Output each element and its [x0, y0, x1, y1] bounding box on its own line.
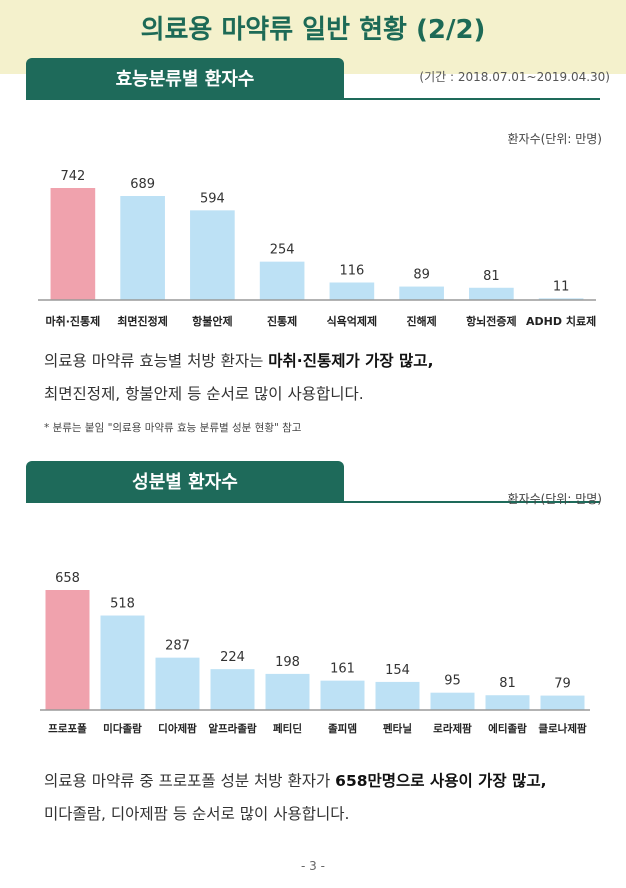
period-label: (기간 : 2018.07.01~2019.04.30)	[419, 70, 610, 84]
summary-line-2: 최면진정제, 항불안제 등 순서로 많이 사용합니다.	[44, 385, 364, 403]
unit-label: 환자수(단위: 만명)	[507, 132, 602, 146]
data-label: 161	[330, 662, 355, 677]
bar	[155, 657, 200, 710]
chart-efficacy: 742 마취·진통제 689 최면진정제 594 항불안제 254 진통제 116 식욕억제제 89…	[38, 169, 596, 328]
chart-ingredient: 658 프로포폴 518 미다졸람 287 디아제팜 224 알프라졸람 198 페티딘 161 졸피…	[40, 571, 590, 735]
summary-bold: 658만명으로 사용이 가장 많고,	[335, 772, 547, 790]
section-divider	[26, 98, 600, 100]
summary-line-2: 미다졸람, 디아제팜 등 순서로 많이 사용합니다.	[44, 805, 350, 823]
bar	[399, 286, 444, 300]
data-label: 518	[110, 597, 135, 612]
data-label: 254	[270, 243, 295, 258]
summary-efficacy: 의료용 마약류 효능별 처방 환자는 마취·진통제가 가장 많고, 최면진정제,…	[44, 345, 433, 411]
category-label: 펜타닐	[383, 722, 412, 735]
footnote: * 분류는 붙임 "의료용 마약류 효능 분류별 성분 현황" 참고	[44, 422, 302, 434]
bar	[210, 669, 255, 710]
unit-label: 환자수(단위: 만명)	[507, 492, 602, 506]
data-label: 81	[499, 676, 516, 691]
category-label: 로라제팜	[433, 722, 472, 735]
category-label: 항불안제	[192, 314, 232, 328]
data-label: 224	[220, 650, 245, 665]
summary-ingredient: 의료용 마약류 중 프로포폴 성분 처방 환자가 658만명으로 사용이 가장 …	[44, 765, 546, 831]
bar	[329, 282, 375, 300]
data-label: 11	[553, 279, 570, 294]
category-label: 마취·진통제	[45, 314, 100, 328]
bar	[485, 695, 530, 710]
data-label: 742	[60, 169, 85, 184]
data-label: 658	[55, 571, 80, 586]
data-label: 89	[413, 268, 430, 283]
category-label: 졸피뎀	[328, 722, 357, 735]
summary-line-1: 의료용 마약류 중 프로포폴 성분 처방 환자가 658만명으로 사용이 가장 …	[44, 765, 546, 798]
bar	[430, 692, 475, 710]
summary-bold: 마취·진통제가 가장 많고,	[268, 352, 434, 370]
category-label: 프로포폴	[48, 723, 87, 735]
summary-plain: 의료용 마약류 중 프로포폴 성분 처방 환자가	[44, 772, 336, 790]
data-label: 95	[444, 674, 461, 689]
bar	[120, 196, 165, 300]
category-label: 식욕억제제	[327, 314, 378, 328]
category-label: ADHD 치료제	[526, 314, 596, 328]
data-label: 287	[165, 639, 190, 654]
data-label: 116	[339, 263, 364, 278]
section-tab-label: 성분별 환자수	[132, 472, 238, 493]
category-label: 디아제팜	[158, 722, 197, 735]
bar	[190, 210, 235, 300]
bar	[540, 695, 585, 710]
data-label: 198	[275, 655, 300, 670]
category-label: 진해제	[406, 314, 436, 328]
bar	[469, 287, 514, 300]
bar	[100, 615, 145, 710]
summary-plain: 의료용 마약류 효능별 처방 환자는	[44, 352, 269, 370]
bar	[375, 681, 420, 710]
category-label: 알프라졸람	[208, 722, 257, 735]
category-label: 최면진정제	[117, 314, 168, 328]
summary-line-1: 의료용 마약류 효능별 처방 환자는 마취·진통제가 가장 많고,	[44, 345, 433, 378]
category-label: 에티졸람	[488, 722, 527, 735]
data-label: 79	[554, 677, 571, 692]
section-tab-ingredient: 성분별 환자수	[26, 461, 344, 501]
category-label: 진통제	[267, 314, 297, 328]
bar	[265, 673, 310, 710]
data-label: 154	[385, 663, 410, 678]
data-label: 81	[483, 269, 500, 284]
section-tab-label: 효능분류별 환자수	[115, 69, 255, 90]
section-tab-efficacy: 효능분류별 환자수	[26, 58, 344, 98]
bar	[50, 188, 96, 300]
bar	[45, 590, 90, 710]
section-divider	[26, 501, 600, 503]
bar	[259, 261, 305, 300]
page-title: 의료용 마약류 일반 현황 (2/2)	[140, 15, 486, 45]
bar	[538, 298, 584, 300]
data-label: 689	[130, 177, 155, 192]
page-number: - 3 -	[301, 859, 325, 873]
category-label: 클로나제팜	[538, 722, 587, 735]
category-label: 항뇌전증제	[466, 314, 517, 328]
category-label: 미다졸람	[103, 722, 142, 735]
data-label: 594	[200, 191, 225, 206]
bar	[320, 680, 365, 710]
category-label: 페티딘	[273, 722, 302, 735]
